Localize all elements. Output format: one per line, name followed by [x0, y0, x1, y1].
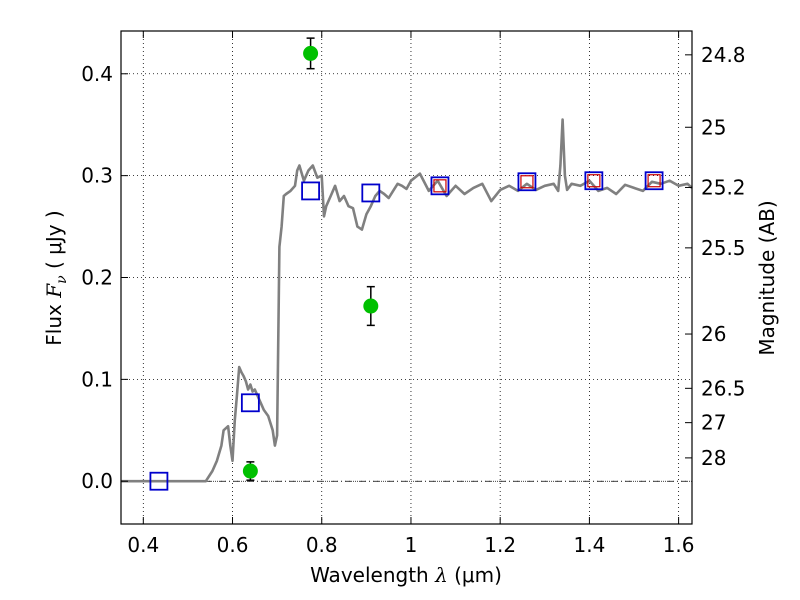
red-square-marker-3 — [647, 174, 661, 188]
x-axis-label-prefix: Wavelength — [310, 563, 435, 587]
blue-square-marker-2 — [301, 181, 320, 201]
y2-tick-label-0: 24.8 — [701, 43, 746, 67]
measured-point-1 — [303, 45, 319, 61]
red-square-marker-2 — [587, 174, 601, 188]
measured-point-0 — [242, 463, 258, 479]
y-tick-label-0: 0.0 — [81, 469, 113, 493]
x-tick-label-1: 0.6 — [217, 533, 249, 557]
x-axis-label: Wavelength λ (μm) — [310, 563, 502, 587]
model-spectrum-line — [121, 118, 693, 483]
ticks: 0.4 0.6 0.8 1 1.2 1.4 1.6 0.0 0.1 0.2 0.3 0.4 24.8 25… — [81, 31, 746, 557]
blue-square-marker-1 — [240, 393, 260, 413]
y2-tick-label-5: 26.5 — [701, 376, 746, 400]
y-tick-label-4: 0.4 — [81, 62, 113, 86]
x-tick-label-0: 0.4 — [127, 533, 159, 557]
blue-square-marker-0 — [149, 471, 169, 491]
blue-square-marker-4 — [430, 176, 450, 196]
y2-tick-label-6: 27 — [701, 411, 726, 435]
red-square-marker-1 — [520, 175, 534, 189]
y-axis-label: Flux Fν ( μJy ) — [42, 210, 70, 345]
plot-frame — [120, 30, 693, 525]
blue-square-marker-3 — [361, 183, 381, 203]
y-axis-label-unit: ( μJy ) — [42, 210, 66, 275]
x-tick-label-3: 1 — [405, 533, 418, 557]
y2-tick-label-2: 25.2 — [701, 175, 746, 199]
blue-square-marker-6 — [584, 171, 604, 191]
y-axis-label-symbol: F — [42, 283, 66, 299]
grid — [121, 31, 692, 524]
y-tick-label-2: 0.2 — [81, 266, 113, 290]
y-axis-label-prefix: Flux — [42, 298, 66, 346]
y2-axis-label: Magnitude (AB) — [755, 200, 779, 355]
x-tick-label-6: 1.6 — [663, 533, 695, 557]
x-axis-label-symbol: λ — [434, 563, 448, 587]
y-tick-label-1: 0.1 — [81, 367, 113, 391]
x-tick-label-2: 0.8 — [306, 533, 338, 557]
y2-tick-label-4: 26 — [701, 322, 726, 346]
red-square-marker-0 — [433, 179, 447, 193]
y2-tick-label-1: 25 — [701, 115, 726, 139]
markers — [149, 37, 664, 491]
x-tick-label-5: 1.4 — [573, 533, 605, 557]
y2-tick-label-7: 28 — [701, 446, 726, 470]
y2-tick-label-3: 25.5 — [701, 236, 746, 260]
blue-square-marker-7 — [644, 171, 664, 191]
blue-square-marker-5 — [517, 172, 537, 192]
y-tick-label-3: 0.3 — [81, 164, 113, 188]
measured-point-2 — [363, 298, 379, 314]
x-axis-label-unit: (μm) — [448, 563, 502, 587]
y-axis-label-subscript: ν — [54, 275, 70, 284]
x-tick-label-4: 1.2 — [484, 533, 516, 557]
